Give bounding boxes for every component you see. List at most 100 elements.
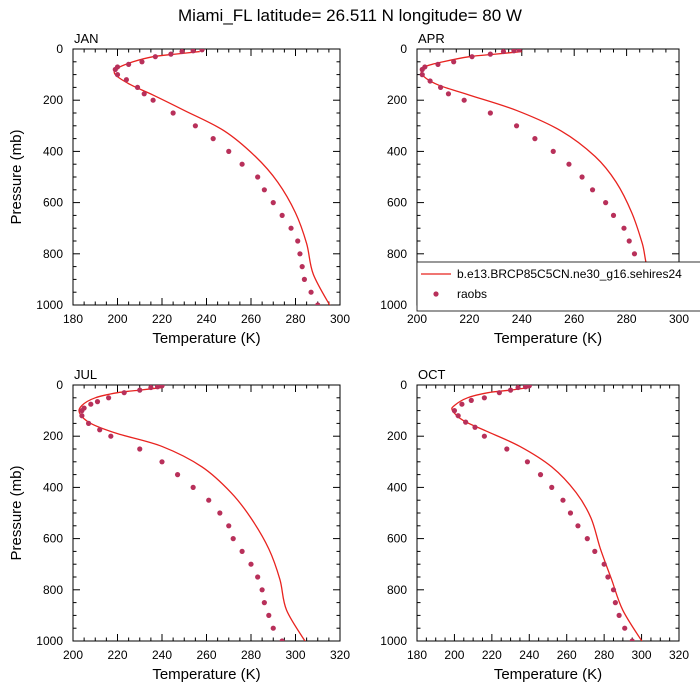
panel-label: JUL bbox=[74, 367, 97, 382]
raobs-point bbox=[437, 84, 444, 90]
raobs-point bbox=[270, 200, 276, 206]
y-tick-label: 400 bbox=[43, 144, 63, 158]
raobs-point bbox=[190, 484, 196, 490]
y-tick-label: 1000 bbox=[36, 634, 63, 648]
raobs-point bbox=[463, 419, 469, 425]
legend-marker-swatch bbox=[433, 291, 439, 297]
raobs-point bbox=[601, 561, 607, 567]
x-tick-label: 260 bbox=[241, 312, 261, 326]
x-tick-label: 180 bbox=[63, 312, 83, 326]
raobs-point bbox=[108, 433, 114, 439]
raobs-point bbox=[511, 49, 517, 54]
raobs-point bbox=[226, 148, 232, 154]
y-tick-label: 200 bbox=[43, 93, 63, 107]
model-profile-line bbox=[78, 386, 306, 641]
raobs-point bbox=[114, 72, 121, 78]
model-profile-line bbox=[420, 50, 676, 305]
raobs-point bbox=[159, 385, 165, 389]
raobs-point bbox=[217, 510, 223, 516]
raobs-point bbox=[621, 225, 627, 231]
y-tick-label: 800 bbox=[43, 247, 63, 261]
y-tick-label: 1000 bbox=[380, 634, 407, 648]
raobs-point bbox=[299, 264, 305, 270]
raobs-point bbox=[315, 302, 321, 305]
x-tick-label: 320 bbox=[669, 648, 689, 662]
raobs-point bbox=[459, 401, 465, 407]
raobs-point bbox=[295, 238, 301, 244]
raobs-point bbox=[419, 66, 425, 73]
raobs-point bbox=[159, 459, 165, 465]
raobs-point bbox=[248, 561, 254, 567]
data-layer bbox=[78, 385, 306, 641]
raobs-point bbox=[605, 574, 611, 580]
y-tick-label: 0 bbox=[400, 378, 407, 392]
raobs-point bbox=[481, 395, 487, 401]
raobs-point bbox=[279, 638, 285, 641]
raobs-point bbox=[496, 390, 502, 396]
data-layer bbox=[112, 49, 331, 305]
raobs-point bbox=[239, 548, 245, 555]
x-tick-label: 300 bbox=[669, 312, 689, 326]
x-tick-label: 300 bbox=[330, 312, 350, 326]
raobs-point bbox=[419, 72, 425, 78]
raobs-point bbox=[472, 424, 478, 430]
x-tick-label: 200 bbox=[444, 648, 464, 662]
raobs-point bbox=[94, 399, 101, 405]
raobs-point bbox=[255, 174, 261, 180]
raobs-point bbox=[121, 390, 127, 396]
x-tick-label: 200 bbox=[63, 648, 83, 662]
x-tick-label: 300 bbox=[285, 648, 305, 662]
panel-oct: OCT 180 200 220 240 260 280 300 320 0 200 400 600 800… bbox=[380, 367, 689, 683]
raobs-point bbox=[199, 49, 205, 53]
raobs-point bbox=[210, 136, 216, 142]
raobs-point bbox=[79, 413, 85, 419]
legend-label-raobs: raobs bbox=[457, 287, 487, 301]
y-tick-label: 600 bbox=[43, 196, 63, 210]
x-tick-label: 260 bbox=[557, 648, 577, 662]
raobs-point bbox=[206, 497, 212, 503]
raobs-point bbox=[170, 110, 176, 116]
raobs-point bbox=[174, 472, 181, 478]
model-profile-line bbox=[451, 386, 643, 641]
raobs-point bbox=[190, 49, 196, 54]
x-axis-title: Temperature (K) bbox=[494, 330, 602, 347]
raobs-point bbox=[515, 385, 521, 391]
raobs-point bbox=[168, 51, 174, 57]
raobs-point bbox=[481, 433, 487, 439]
raobs-point bbox=[455, 413, 461, 419]
raobs-point bbox=[631, 251, 638, 257]
raobs-point bbox=[579, 174, 585, 180]
raobs-point bbox=[487, 51, 493, 57]
raobs-point bbox=[610, 587, 617, 593]
raobs-point bbox=[537, 472, 544, 478]
y-tick-label: 800 bbox=[43, 583, 63, 597]
raobs-point bbox=[500, 49, 507, 55]
raobs-point bbox=[137, 387, 143, 393]
raobs-point bbox=[507, 387, 514, 393]
raobs-point bbox=[622, 625, 628, 631]
raobs-point bbox=[532, 136, 538, 142]
y-tick-label: 800 bbox=[387, 583, 407, 597]
raobs-point bbox=[550, 148, 556, 154]
raobs-point bbox=[154, 385, 161, 390]
raobs-point bbox=[612, 600, 618, 606]
raobs-point bbox=[451, 59, 457, 65]
legend-label-model: b.e13.BRCP85C5CN.ne30_g16.sehires24 bbox=[457, 267, 682, 281]
panel-jan: JAN 180 200 220 240 260 280 300 0 200 400 600 800 100… bbox=[8, 31, 350, 347]
y-tick-label: 400 bbox=[387, 144, 407, 158]
y-tick-label: 600 bbox=[387, 532, 407, 546]
raobs-point bbox=[270, 625, 276, 631]
legend-box bbox=[416, 261, 700, 312]
raobs-point bbox=[567, 510, 574, 516]
y-tick-label: 400 bbox=[387, 480, 407, 494]
x-tick-label: 300 bbox=[632, 648, 652, 662]
raobs-point bbox=[427, 78, 433, 84]
y-tick-label: 0 bbox=[400, 42, 407, 56]
x-tick-label: 280 bbox=[285, 312, 305, 326]
y-tick-label: 0 bbox=[56, 378, 63, 392]
raobs-point bbox=[629, 638, 635, 641]
raobs-point bbox=[259, 587, 265, 593]
raobs-point bbox=[513, 123, 520, 129]
raobs-point bbox=[226, 523, 232, 529]
